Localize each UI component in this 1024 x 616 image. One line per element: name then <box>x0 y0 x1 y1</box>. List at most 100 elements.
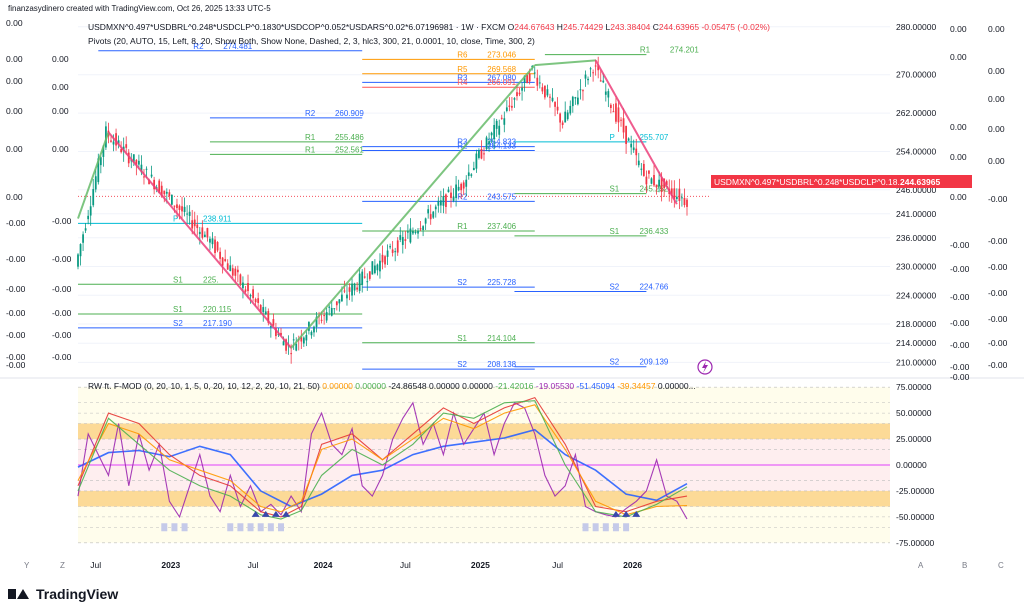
candle-body <box>379 260 381 272</box>
osc-header-value: 0.00000 <box>427 381 460 391</box>
pivot-level-name: R3 <box>457 73 468 82</box>
chart-canvas[interactable]: R2 274.481 R1 274.201 R6 273.046 R5 269.568 R3 26… <box>0 0 1024 580</box>
candle-body <box>480 148 483 159</box>
x-tick-label: 2026 <box>623 560 642 570</box>
y-tick-label: 241.00000 <box>896 209 936 219</box>
candle-body <box>401 237 404 245</box>
y-tick-label: 214.00000 <box>896 338 936 348</box>
pivot-level-value: 255.707 <box>639 133 668 142</box>
candle-body <box>140 164 143 173</box>
candle-body <box>536 77 539 86</box>
candle-body <box>295 343 298 351</box>
left-scale-label: 0.00 <box>52 82 69 92</box>
candle-body <box>478 150 480 158</box>
osc-y-tick-label: -50.00000 <box>896 512 935 522</box>
candle-body <box>417 230 419 234</box>
left-scale-label: 0.00 <box>6 144 23 154</box>
lightning-icon[interactable] <box>697 359 713 375</box>
osc-upper-band <box>78 423 890 440</box>
candle-body <box>582 90 584 92</box>
left-scale-label: 0.00 <box>52 106 69 116</box>
osc-y-tick-label: 75.00000 <box>896 382 932 392</box>
candle-body <box>490 132 493 136</box>
pivot-level-name: R2 <box>457 192 468 201</box>
candle-body <box>211 238 214 245</box>
oscillator-header: RW ft. F-MOD (0, 20, 10, 1, 5, 0, 20, 10… <box>88 381 696 391</box>
candle-body <box>650 178 653 184</box>
pivot-level-name: R6 <box>457 50 468 59</box>
y-tick-label: 210.00000 <box>896 357 936 367</box>
candle-body <box>203 234 206 238</box>
candle-body <box>163 190 166 195</box>
right-scale-label: -0.00 <box>988 360 1008 370</box>
candle-body <box>224 259 227 262</box>
candle-body <box>135 159 138 165</box>
candle-body <box>338 299 341 304</box>
y-tick-label: 262.00000 <box>896 108 936 118</box>
left-scale-label: -0.00 <box>52 352 72 362</box>
candle-body <box>518 92 521 95</box>
pivot-level-value: 274.481 <box>223 42 252 51</box>
symbol-line-part: H <box>554 22 563 32</box>
candle-body <box>214 239 216 254</box>
candle-body <box>434 206 437 210</box>
pivot-level-name: R4 <box>457 78 468 87</box>
pivot-level-value: 267.080 <box>487 73 516 82</box>
candle-body <box>681 197 683 199</box>
candle-body <box>404 239 407 241</box>
candle-body <box>201 227 204 238</box>
osc-series-line <box>77 400 688 520</box>
candle-body <box>399 235 402 240</box>
candle-body <box>333 308 336 310</box>
candle-body <box>323 315 326 317</box>
candle-body <box>193 219 196 227</box>
right-scale-label: -0.00 <box>988 288 1008 298</box>
candle-body <box>358 273 361 291</box>
y-tick-label: 218.00000 <box>896 319 936 329</box>
candle-body <box>313 326 315 333</box>
candle-body <box>84 228 87 231</box>
candle-body <box>447 189 450 193</box>
candle-body <box>592 72 595 74</box>
candle-body <box>533 72 536 74</box>
osc-marker-box <box>237 523 244 532</box>
right-scale-label: -0.00 <box>988 194 1008 204</box>
osc-title: RW ft. F-MOD (0, 20, 10, 1, 5, 0, 20, 10… <box>88 381 322 391</box>
candle-body <box>153 179 156 190</box>
osc-marker-box <box>181 523 188 532</box>
pivot-level-name: R2 <box>305 109 316 118</box>
candle-body <box>191 220 194 229</box>
pivot-level-value: 274.201 <box>670 46 699 55</box>
left-scale-label: 0.00 <box>52 144 69 154</box>
candle-body <box>348 287 351 292</box>
candle-body <box>554 101 556 107</box>
price-tag-label: USDMXN^0.497*USDBRL^0.248*USDCLP^0.18... <box>714 177 905 187</box>
candle-body <box>264 311 267 315</box>
osc-signal-marker <box>271 510 280 517</box>
osc-marker-box <box>161 523 168 532</box>
candle-body <box>622 118 625 133</box>
osc-marker-box <box>267 523 274 532</box>
candle-body <box>602 80 605 83</box>
candle-body <box>437 200 440 206</box>
left-scale-label: -0.00 <box>6 360 26 370</box>
right-scale-label: -0.00 <box>950 264 970 274</box>
candle-body <box>239 274 242 284</box>
zigzag-segment <box>290 64 536 349</box>
osc-header-value: 0.00000 <box>460 381 493 391</box>
candle-body <box>267 311 270 323</box>
osc-y-tick-label: -25.00000 <box>896 486 935 496</box>
left-scale-label: 0.00 <box>6 192 23 202</box>
candle-body <box>584 74 587 79</box>
candle-body <box>97 158 100 183</box>
osc-signal-marker <box>261 510 270 517</box>
left-scale-label: -0.00 <box>52 216 72 226</box>
osc-series-line <box>77 401 688 520</box>
candle-body <box>262 307 265 312</box>
osc-marker-box <box>227 523 234 532</box>
candle-body <box>178 205 181 210</box>
candle-body <box>117 140 120 144</box>
candle-body <box>305 334 308 341</box>
pivot-level-name: R1 <box>640 46 651 55</box>
right-scale-label: -0.00 <box>950 372 970 382</box>
